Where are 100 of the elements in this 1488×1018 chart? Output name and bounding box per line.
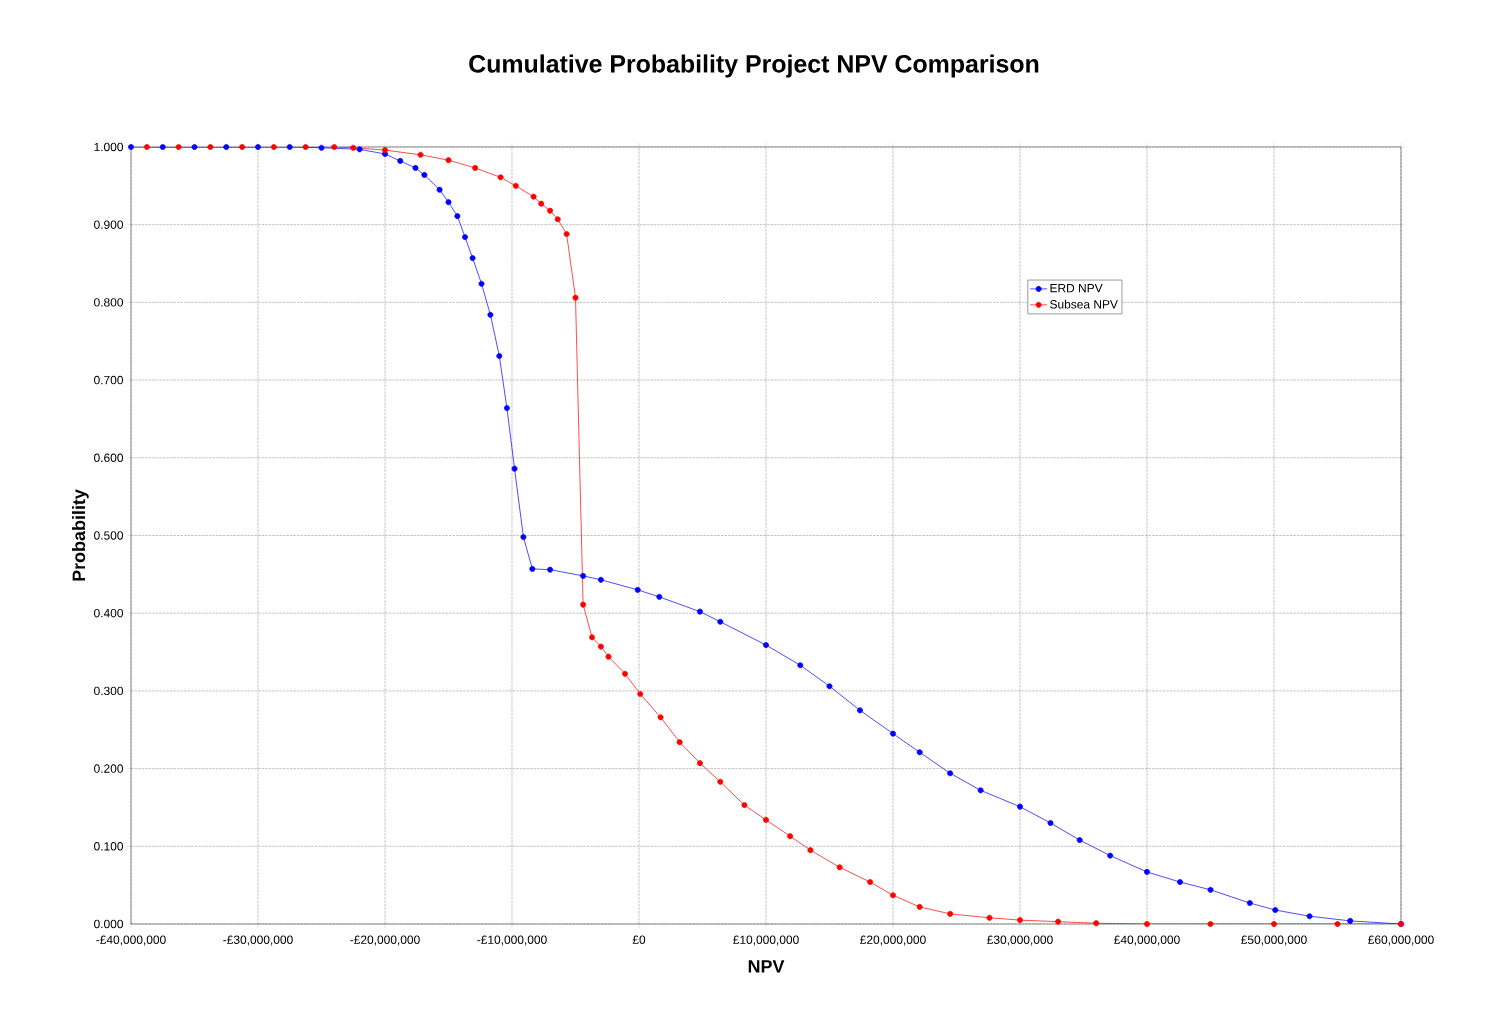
point (1017, 803, 1023, 810)
point (890, 730, 896, 737)
point (469, 255, 476, 262)
point (890, 892, 896, 899)
point (763, 642, 769, 648)
point (223, 144, 230, 150)
point (302, 144, 309, 150)
legend-label: ERD NPV (1050, 284, 1103, 293)
point (547, 207, 554, 214)
point (497, 174, 504, 181)
point (472, 165, 479, 171)
point (717, 778, 724, 785)
point (787, 833, 794, 840)
x-tick-label: £60,000,000 (1368, 935, 1434, 946)
point (1047, 820, 1054, 826)
point (916, 903, 923, 910)
x-tick-label: -£20,000,000 (350, 935, 420, 946)
y-tick-label: 0.900 (94, 220, 124, 229)
point (318, 144, 325, 151)
y-tick-label: 0.800 (94, 298, 124, 307)
chart-title: Cumulative Probability Project NPV Comparison (469, 54, 1039, 78)
point (286, 144, 293, 150)
point (159, 144, 166, 150)
point (763, 816, 769, 823)
point (563, 231, 570, 237)
x-axis-title: NPV (748, 960, 785, 973)
point (143, 144, 150, 150)
point (512, 182, 519, 189)
point (1055, 918, 1062, 925)
y-tick-label: 0.500 (94, 531, 124, 540)
point (356, 146, 363, 153)
point (947, 910, 954, 917)
point (1347, 917, 1354, 924)
point (717, 618, 724, 625)
point (554, 216, 561, 223)
point (255, 144, 261, 150)
x-tick-label: -£30,000,000 (223, 935, 293, 946)
point (175, 144, 182, 150)
point (1306, 913, 1313, 920)
point (445, 199, 452, 206)
point (1177, 879, 1183, 885)
point (1093, 920, 1100, 927)
point (397, 158, 404, 164)
point (270, 144, 277, 150)
y-tick-label: 0.200 (94, 764, 124, 773)
point (605, 653, 612, 660)
point (412, 165, 419, 171)
y-tick-label: 0.100 (94, 842, 124, 851)
x-tick-label: £20,000,000 (860, 935, 926, 946)
x-tick-label: £30,000,000 (987, 935, 1053, 946)
point (350, 144, 357, 151)
point (697, 608, 703, 615)
point (1207, 886, 1214, 893)
point (207, 144, 214, 150)
point (462, 234, 468, 241)
point (580, 572, 587, 579)
x-tick-label: -£10,000,000 (477, 935, 547, 946)
point (331, 144, 338, 150)
point (947, 770, 954, 777)
point (741, 802, 748, 809)
point (421, 172, 428, 178)
x-tick-label: £40,000,000 (1114, 935, 1180, 946)
point (1144, 921, 1150, 927)
point (656, 593, 663, 600)
point (1272, 907, 1279, 913)
point (487, 311, 494, 318)
point (1334, 921, 1341, 927)
point (676, 739, 683, 746)
y-tick-label: 0.300 (94, 686, 124, 696)
y-tick-label: 0.000 (94, 919, 124, 929)
point (1107, 852, 1114, 859)
y-tick-label: 0.400 (94, 608, 124, 618)
point (1271, 921, 1277, 927)
point (478, 280, 485, 287)
point (436, 186, 443, 193)
y-tick-label: 1.000 (94, 142, 124, 152)
point (496, 353, 503, 359)
point (191, 144, 198, 150)
point (572, 294, 579, 301)
point (807, 847, 814, 854)
point (622, 670, 628, 677)
x-tick-label: £10,000,000 (733, 935, 799, 946)
point (445, 157, 452, 164)
point (538, 200, 545, 207)
point (657, 714, 664, 721)
point (589, 634, 595, 641)
point (986, 914, 993, 921)
point (520, 534, 527, 540)
point (1246, 900, 1253, 906)
point (1076, 837, 1083, 844)
point (580, 601, 587, 608)
point (977, 787, 984, 794)
point (634, 586, 641, 593)
point (867, 879, 874, 885)
point (529, 565, 536, 572)
point (1144, 868, 1150, 875)
x-tick-label: £50,000,000 (1241, 935, 1307, 946)
point (454, 213, 461, 220)
point (857, 707, 863, 714)
point (637, 691, 644, 697)
